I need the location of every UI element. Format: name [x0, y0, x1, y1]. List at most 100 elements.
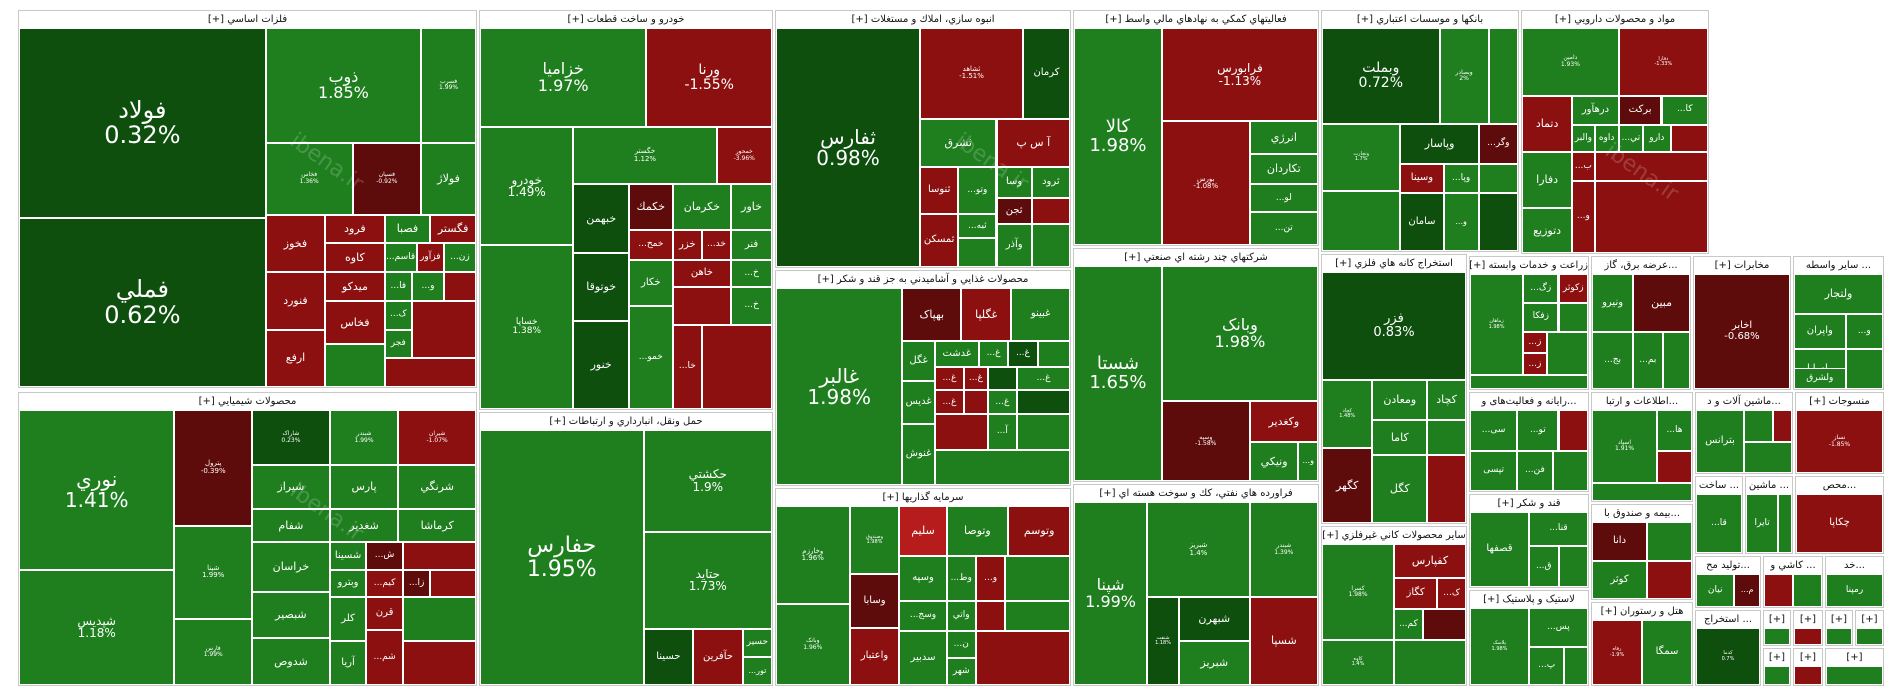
stock-tile[interactable]: وصندوق 1.98% [849, 506, 900, 575]
stock-tile[interactable]: واعتبار [849, 627, 900, 685]
stock-tile[interactable]: ...لو [1249, 184, 1318, 213]
stock-tile[interactable] [1005, 556, 1070, 601]
stock-tile[interactable] [672, 287, 732, 326]
sector-header[interactable]: ...بيمه و صندوق با [1592, 505, 1692, 522]
stock-tile[interactable]: ونيکي [1249, 442, 1299, 481]
stock-tile[interactable]: ...آ [987, 414, 1018, 450]
stock-tile[interactable]: شیران -1.07% [398, 410, 476, 465]
stock-tile[interactable]: خوتوقا [573, 252, 629, 322]
stock-tile[interactable] [1592, 482, 1692, 501]
stock-tile[interactable]: حآفرین [693, 628, 743, 685]
stock-tile[interactable] [958, 238, 997, 267]
sector-header[interactable]: ... کاشي و [1764, 557, 1822, 574]
stock-tile[interactable]: فخاس 1.36% [265, 142, 353, 215]
stock-tile[interactable]: ...خا [672, 325, 702, 409]
stock-tile[interactable]: ...و [1443, 193, 1479, 251]
stock-tile[interactable]: کلر [329, 597, 367, 641]
stock-tile[interactable]: فگستر [430, 214, 476, 244]
stock-tile[interactable] [1856, 628, 1883, 645]
stock-tile[interactable]: اخابر -0.68% [1694, 274, 1790, 389]
stock-tile[interactable] [1558, 410, 1588, 451]
stock-tile[interactable]: ثنوسا [920, 166, 959, 215]
stock-tile[interactable]: ...قنا [1529, 512, 1588, 546]
stock-tile[interactable]: ثرود [1031, 166, 1070, 198]
stock-tile[interactable]: ومعادن [1372, 379, 1428, 421]
stock-tile[interactable] [987, 366, 1018, 391]
stock-tile[interactable]: خودرو 1.49% [480, 127, 574, 246]
stock-tile[interactable] [1744, 441, 1792, 473]
stock-tile[interactable]: ...ن [946, 631, 976, 659]
stock-tile[interactable]: فخاس [325, 300, 385, 344]
stock-tile[interactable]: فولاد 0.32% [19, 28, 266, 219]
sector-header[interactable]: ...محص [1796, 477, 1883, 494]
stock-tile[interactable]: حسير [742, 628, 772, 657]
stock-tile[interactable]: خمحور -3.96% [716, 127, 772, 185]
stock-tile[interactable]: ...سی [1470, 410, 1518, 451]
stock-tile[interactable]: قصفها [1470, 512, 1529, 587]
stock-tile[interactable]: والبر [1572, 124, 1595, 152]
stock-tile[interactable]: ولتجار [1794, 274, 1883, 315]
stock-tile[interactable]: شسینا [329, 542, 367, 570]
stock-tile[interactable]: ...و [1298, 442, 1318, 481]
sector-header[interactable]: [+] [1764, 611, 1790, 628]
stock-tile[interactable]: ...وط [946, 556, 976, 601]
stock-tile[interactable]: حسینا [643, 628, 694, 685]
sector-header[interactable]: زراعت و خدمات وابسته [+] [1470, 257, 1588, 274]
stock-tile[interactable]: وپاسار [1400, 123, 1479, 164]
stock-tile[interactable]: خكمك [628, 184, 673, 230]
stock-tile[interactable] [1594, 181, 1708, 253]
stock-tile[interactable]: ...بم [1633, 331, 1663, 389]
stock-tile[interactable]: وسپه -1.58% [1161, 401, 1250, 481]
stock-tile[interactable] [1657, 450, 1692, 483]
stock-tile[interactable]: فنر [731, 229, 772, 261]
stock-tile[interactable]: ...غ [987, 390, 1018, 415]
stock-tile[interactable] [1322, 190, 1401, 251]
stock-tile[interactable]: وبترو [329, 569, 367, 597]
stock-tile[interactable] [1764, 628, 1790, 645]
stock-tile[interactable]: مبین [1633, 274, 1690, 332]
stock-tile[interactable]: خنور [573, 321, 629, 409]
stock-tile[interactable]: ثشاهد -1.51% [920, 28, 1023, 119]
stock-tile[interactable]: شپنا 1.99% [174, 525, 253, 619]
stock-tile[interactable]: كرماشا [398, 509, 476, 542]
stock-tile[interactable]: دفارا [1522, 151, 1573, 208]
stock-tile[interactable]: ...و [975, 556, 1006, 601]
stock-tile[interactable]: ذوب 1.85% [265, 28, 422, 143]
sector-header[interactable]: محصولات شيميايي [+] [19, 393, 476, 410]
stock-tile[interactable] [1794, 628, 1822, 645]
stock-tile[interactable] [1647, 522, 1692, 561]
stock-tile[interactable]: دانا [1592, 522, 1647, 561]
stock-tile[interactable]: کگل [1372, 455, 1428, 523]
stock-tile[interactable]: خكرمان [672, 184, 732, 230]
stock-tile[interactable] [934, 414, 988, 450]
stock-tile[interactable] [1670, 124, 1708, 152]
stock-tile[interactable]: زکوثر [1558, 274, 1588, 303]
stock-tile[interactable]: ...ز [1523, 353, 1547, 376]
stock-tile[interactable] [1764, 574, 1793, 607]
stock-tile[interactable]: کسرا 1.98% [1322, 544, 1394, 640]
stock-tile[interactable]: وبانک 1.96% [776, 604, 850, 685]
sector-header[interactable]: شركتهاي چند رشته اي صنعتي [+] [1074, 249, 1318, 266]
stock-tile[interactable]: حفارس 1.95% [480, 430, 644, 685]
stock-tile[interactable]: ...خمو [628, 306, 673, 409]
stock-tile[interactable]: ...وپا [1443, 164, 1479, 193]
stock-tile[interactable]: بورس -1.08% [1161, 121, 1250, 245]
stock-tile[interactable]: رمپنا [1826, 574, 1883, 607]
sector-header[interactable]: فلزات اساسي [+] [19, 11, 476, 28]
stock-tile[interactable]: ...زن [444, 243, 476, 273]
stock-tile[interactable]: وسینا [1400, 164, 1444, 193]
sector-header[interactable]: [+] [1794, 649, 1822, 666]
stock-tile[interactable]: انرژي [1249, 121, 1318, 154]
sector-header[interactable]: [+] [1826, 649, 1883, 666]
stock-tile[interactable]: پلاسک 1.98% [1470, 608, 1529, 685]
sector-header[interactable]: [+] [1856, 611, 1883, 628]
sector-header[interactable]: خودرو و ساخت قطعات [+] [480, 11, 772, 28]
stock-tile[interactable]: کدما 0.7% [1696, 628, 1760, 685]
stock-tile[interactable]: ...غ [978, 341, 1009, 367]
stock-tile[interactable]: زفکا [1523, 302, 1559, 332]
stock-tile[interactable]: ...خ [731, 287, 772, 326]
stock-tile[interactable] [1546, 331, 1588, 376]
stock-tile[interactable]: سلیم [899, 506, 947, 557]
stock-tile[interactable]: برکت [1618, 95, 1662, 125]
stock-tile[interactable]: فجر [384, 329, 412, 359]
